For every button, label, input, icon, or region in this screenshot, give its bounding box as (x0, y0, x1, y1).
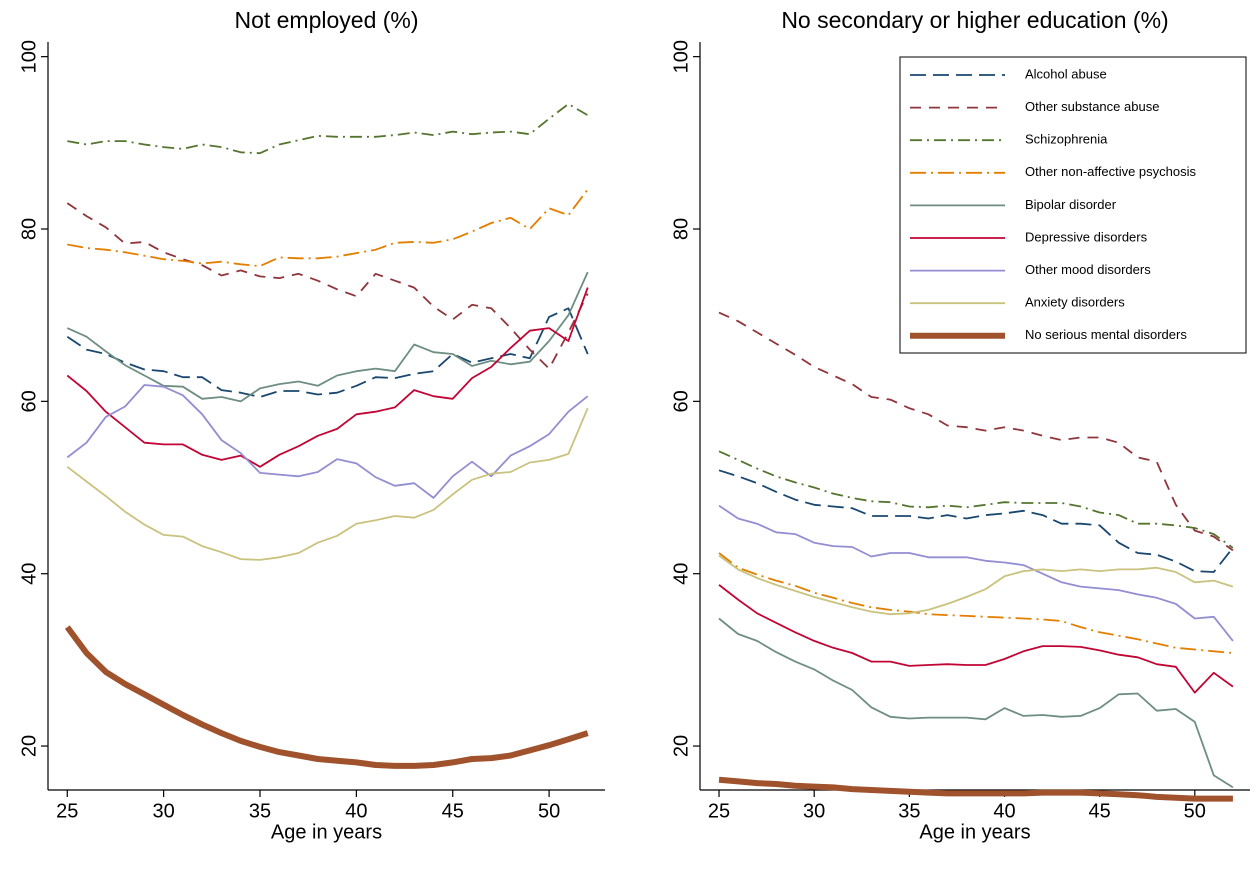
y-tick-label: 40 (670, 563, 692, 585)
y-tick-label: 80 (670, 218, 692, 240)
legend-label: Bipolar disorder (1025, 197, 1117, 212)
series-line (718, 450, 1234, 549)
x-tick-label: 25 (56, 800, 78, 822)
panel: Not employed (%) 20 40 60 80 100 25 30 35 40 45 50 A… (18, 7, 605, 843)
series-line (66, 407, 589, 561)
x-tick-label: 30 (803, 800, 825, 822)
series-line (66, 287, 589, 468)
x-tick-label: 45 (442, 800, 464, 822)
x-tick-label: 50 (1184, 800, 1206, 822)
x-tick-label: 25 (708, 800, 730, 822)
x-tick-label: 40 (993, 800, 1015, 822)
series-line (718, 311, 1234, 552)
series-line (66, 307, 589, 398)
x-tick-label: 35 (249, 800, 271, 822)
legend-label: Other mood disorders (1025, 262, 1151, 277)
legend-label: Alcohol abuse (1025, 66, 1107, 81)
x-tick-label: 45 (1089, 800, 1111, 822)
x-axis-label: Age in years (271, 821, 382, 843)
chart-title: Not employed (%) (234, 7, 418, 33)
series-line (718, 554, 1234, 616)
legend: Alcohol abuse Other substance abuse Schizo… (899, 56, 1247, 354)
series-line (66, 384, 589, 499)
x-tick-label: 50 (538, 800, 560, 822)
series-line (718, 504, 1234, 642)
legend-label: No serious mental disorders (1025, 327, 1187, 342)
y-tick-label: 80 (18, 218, 40, 240)
series-line (718, 552, 1233, 654)
y-tick-label: 60 (670, 390, 692, 412)
y-tick-label: 40 (18, 563, 40, 585)
legend-label: Schizophrenia (1025, 132, 1108, 147)
panel: No secondary or higher education (%) 20 40… (670, 7, 1250, 843)
series-line (66, 202, 589, 370)
series-line (718, 584, 1234, 694)
legend-label: Other non-affective psychosis (1025, 164, 1197, 179)
x-tick-label: 30 (153, 800, 175, 822)
series-line (66, 271, 589, 403)
chart-title: No secondary or higher education (%) (781, 7, 1168, 33)
series-line (718, 469, 1234, 573)
series-line (718, 776, 1233, 802)
x-tick-label: 40 (345, 800, 367, 822)
series-line (67, 188, 589, 267)
series-line (718, 617, 1234, 789)
series-line (67, 103, 589, 155)
y-tick-label: 100 (18, 40, 40, 73)
legend-label: Other substance abuse (1025, 99, 1159, 114)
legend-label: Depressive disorders (1025, 229, 1148, 244)
legend-label: Anxiety disorders (1025, 295, 1125, 310)
y-tick-label: 100 (670, 40, 692, 73)
series-line (64, 625, 589, 769)
y-tick-label: 20 (18, 735, 40, 757)
y-tick-label: 20 (670, 735, 692, 757)
x-axis-label: Age in years (919, 821, 1030, 843)
y-tick-label: 60 (18, 390, 40, 412)
x-tick-label: 35 (898, 800, 920, 822)
